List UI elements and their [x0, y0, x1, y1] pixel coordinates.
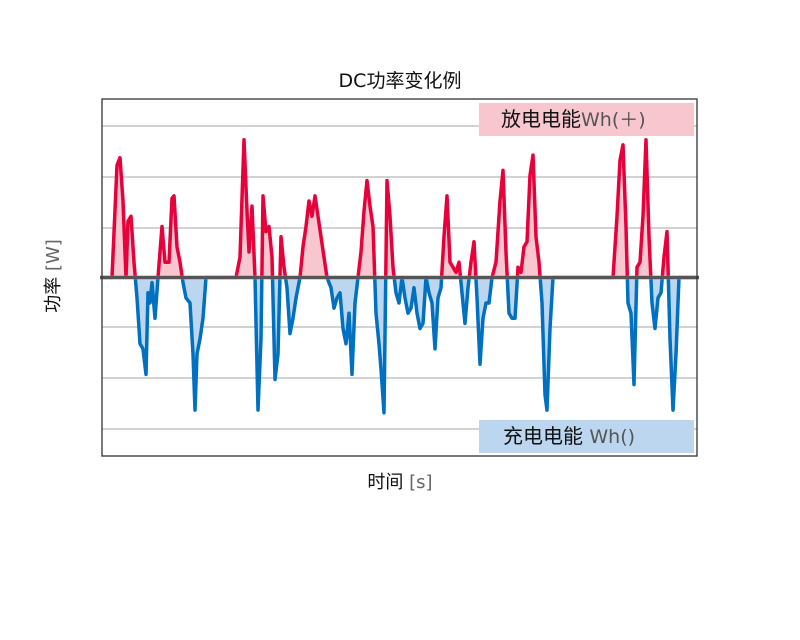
charge-energy-text: 充电电能	[503, 424, 583, 448]
plot-frame	[101, 98, 698, 457]
charge-energy-label: 充电电能 Wh()	[479, 420, 694, 453]
x-axis-label-text: 时间	[367, 472, 404, 493]
discharge-energy-label: 放电电能Wh(＋)	[479, 103, 694, 136]
charge-energy-unit: Wh()	[589, 426, 636, 448]
x-axis-label: 时间 [s]	[0, 468, 800, 494]
discharge-energy-unit: Wh(＋)	[581, 109, 646, 131]
x-axis-unit: [s]	[409, 472, 433, 493]
charge-power-line	[133, 279, 681, 415]
discharge-energy-text: 放电电能	[501, 107, 581, 131]
gridlines	[102, 125, 697, 430]
chart-title: DC功率变化例	[338, 70, 462, 92]
